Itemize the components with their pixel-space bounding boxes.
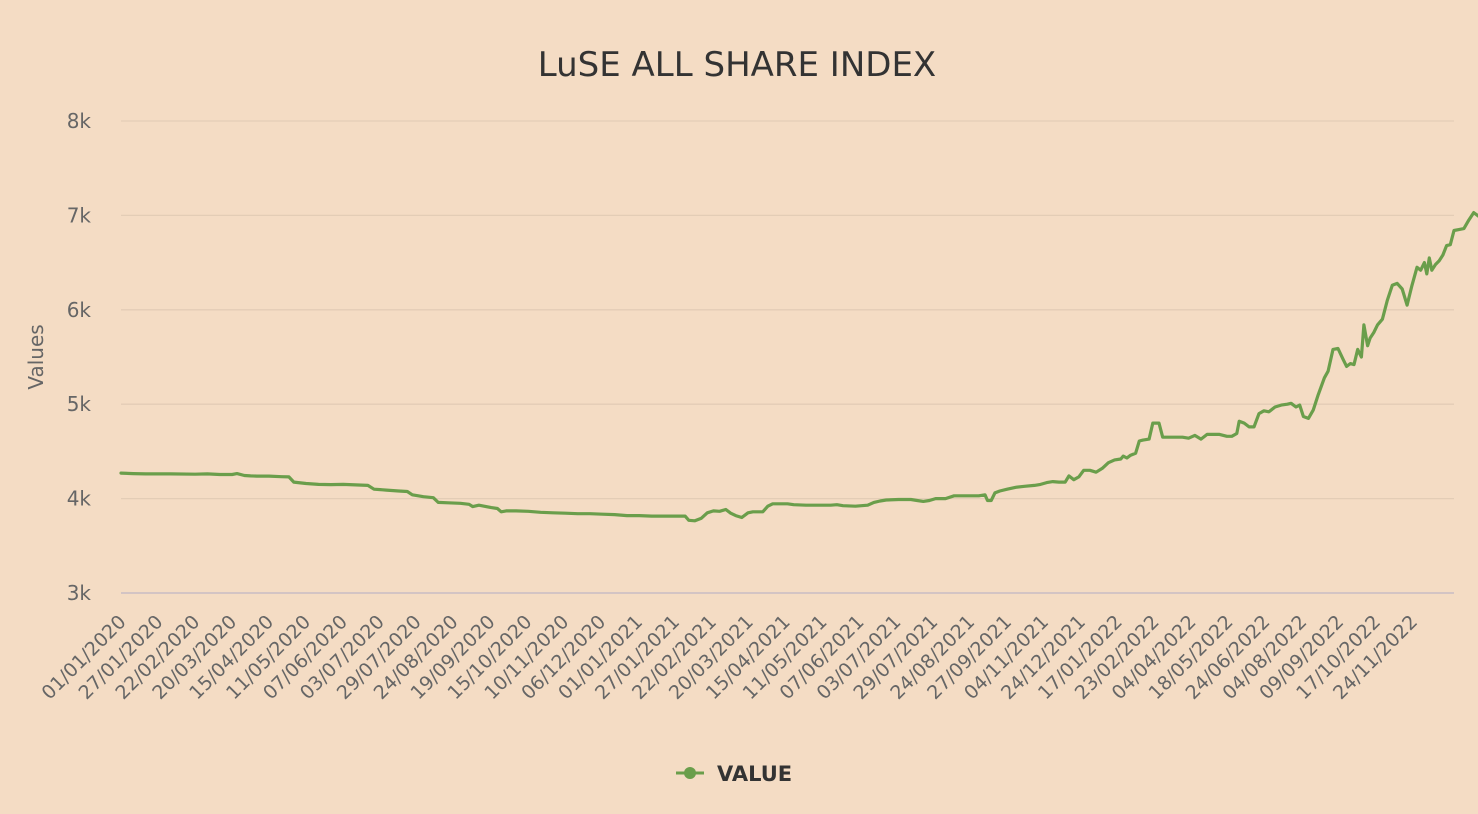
y-axis-ticks: 3k 4k 5k 6k 7k 8k bbox=[67, 109, 92, 605]
y-tick-label: 8k bbox=[67, 109, 92, 133]
y-tick-label: 7k bbox=[67, 203, 92, 227]
y-tick-label: 5k bbox=[67, 392, 92, 416]
y-tick-label: 3k bbox=[67, 581, 92, 605]
chart-title: LuSE ALL SHARE INDEX bbox=[538, 45, 936, 85]
y-tick-label: 6k bbox=[67, 298, 92, 322]
x-axis-ticks: 01/01/202027/01/202022/02/202020/03/2020… bbox=[38, 611, 1422, 704]
legend-marker bbox=[684, 767, 696, 779]
y-tick-label: 4k bbox=[67, 487, 92, 511]
series-line-value[interactable] bbox=[119, 182, 1478, 523]
legend-label[interactable]: VALUE bbox=[717, 762, 792, 786]
legend[interactable]: VALUE bbox=[676, 762, 792, 786]
gridlines bbox=[121, 120, 1454, 594]
y-axis-title: Values bbox=[24, 324, 48, 389]
